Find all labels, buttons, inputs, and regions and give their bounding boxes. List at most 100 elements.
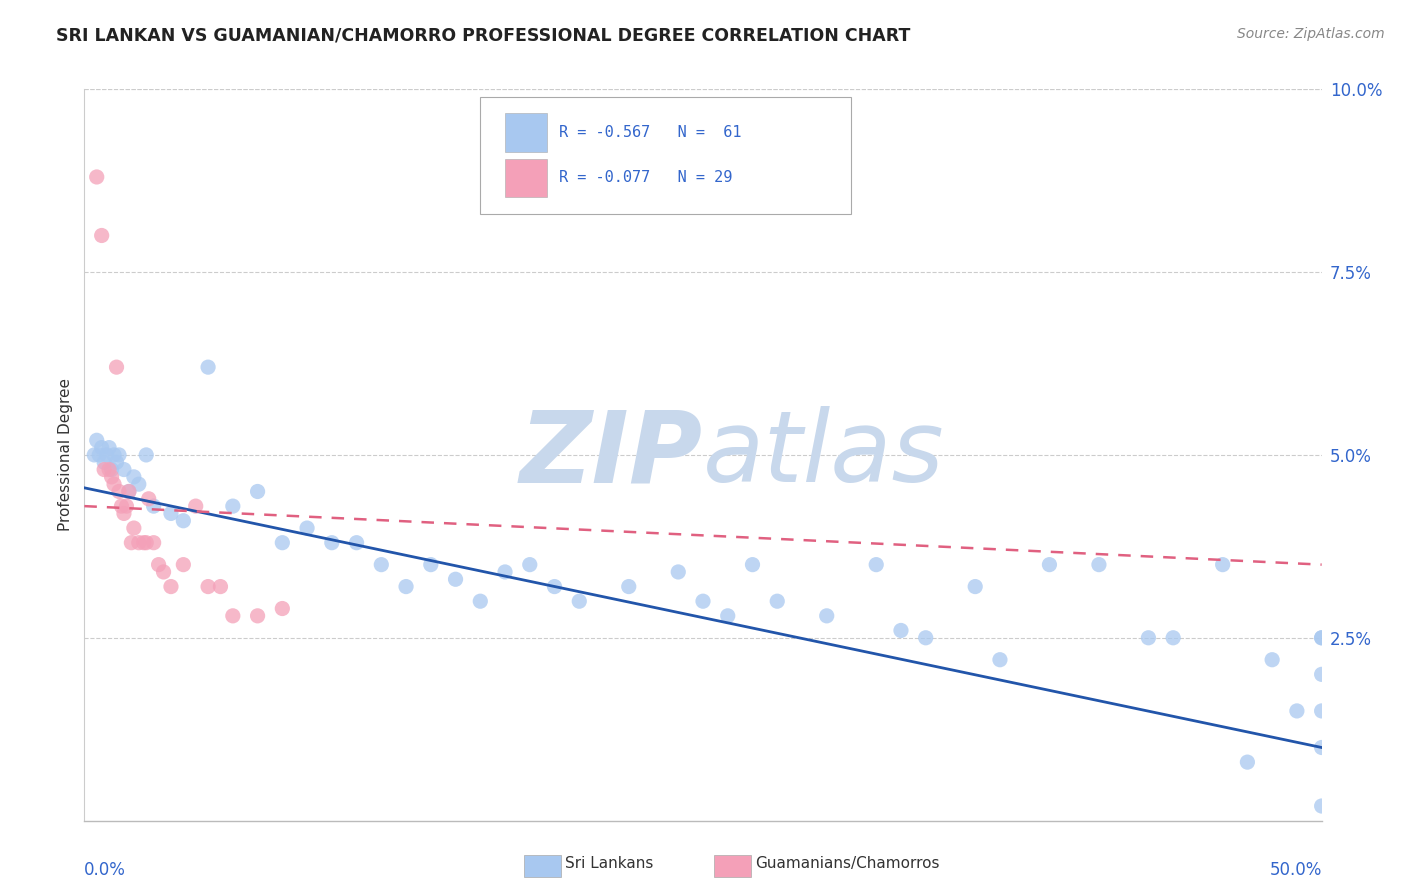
Point <box>1285 704 1308 718</box>
Point <box>98 441 121 455</box>
Point <box>105 455 128 469</box>
Point <box>103 448 125 462</box>
Point <box>419 558 441 572</box>
Point <box>209 580 232 594</box>
Point <box>120 535 142 549</box>
Text: SRI LANKAN VS GUAMANIAN/CHAMORRO PROFESSIONAL DEGREE CORRELATION CHART: SRI LANKAN VS GUAMANIAN/CHAMORRO PROFESS… <box>56 27 911 45</box>
Point <box>1310 667 1333 681</box>
Text: 0.0%: 0.0% <box>84 861 127 879</box>
Text: 50.0%: 50.0% <box>1270 861 1322 879</box>
Text: Source: ZipAtlas.com: Source: ZipAtlas.com <box>1237 27 1385 41</box>
Point <box>617 580 640 594</box>
Point <box>135 535 157 549</box>
Y-axis label: Professional Degree: Professional Degree <box>58 378 73 532</box>
Point <box>519 558 541 572</box>
Point <box>152 565 174 579</box>
Point <box>1261 653 1284 667</box>
Point <box>148 558 170 572</box>
Point <box>815 608 838 623</box>
Point <box>90 228 112 243</box>
Point <box>1137 631 1160 645</box>
Point <box>222 608 245 623</box>
Point <box>246 608 269 623</box>
Point <box>108 448 131 462</box>
Point <box>98 462 121 476</box>
Point <box>965 580 987 594</box>
Point <box>1236 755 1258 769</box>
Point <box>138 491 160 506</box>
FancyBboxPatch shape <box>505 159 547 196</box>
Text: R = -0.567   N =  61: R = -0.567 N = 61 <box>560 125 742 140</box>
Point <box>914 631 936 645</box>
Point <box>108 484 131 499</box>
Point <box>766 594 789 608</box>
Point <box>222 499 245 513</box>
Point <box>1310 740 1333 755</box>
Point <box>197 580 219 594</box>
Point <box>1161 631 1184 645</box>
Point <box>1038 558 1060 572</box>
Point <box>184 499 207 513</box>
Point <box>346 535 368 549</box>
Point <box>86 434 108 448</box>
Point <box>103 477 125 491</box>
Point <box>89 448 111 462</box>
Point <box>93 455 115 469</box>
Point <box>666 565 689 579</box>
Point <box>160 580 183 594</box>
Text: R = -0.077   N = 29: R = -0.077 N = 29 <box>560 170 733 185</box>
Point <box>122 521 145 535</box>
Point <box>1310 704 1333 718</box>
Point <box>246 484 269 499</box>
Point <box>370 558 392 572</box>
Point <box>135 448 157 462</box>
Point <box>1310 631 1333 645</box>
Point <box>112 462 135 476</box>
Point <box>96 448 118 462</box>
Point <box>86 169 108 184</box>
Point <box>93 462 115 476</box>
Point <box>90 441 112 455</box>
Point <box>543 580 565 594</box>
Point <box>83 448 105 462</box>
Point <box>100 462 122 476</box>
Point <box>112 507 135 521</box>
Point <box>1212 558 1234 572</box>
FancyBboxPatch shape <box>505 113 547 152</box>
Point <box>118 484 141 499</box>
Point <box>197 360 219 375</box>
Point <box>142 499 165 513</box>
Text: Sri Lankans: Sri Lankans <box>565 856 654 871</box>
Point <box>1310 631 1333 645</box>
Point <box>271 535 294 549</box>
Point <box>142 535 165 549</box>
Point <box>1310 799 1333 814</box>
Point <box>494 565 516 579</box>
Point <box>1088 558 1111 572</box>
Point <box>321 535 343 549</box>
Point <box>105 360 128 375</box>
Point <box>741 558 763 572</box>
Point <box>395 580 418 594</box>
Point <box>115 499 138 513</box>
Point <box>295 521 318 535</box>
Text: Guamanians/Chamorros: Guamanians/Chamorros <box>755 856 939 871</box>
Point <box>444 572 467 586</box>
Point <box>890 624 912 638</box>
Point <box>118 484 141 499</box>
Point <box>160 507 183 521</box>
Point <box>122 470 145 484</box>
Point <box>470 594 492 608</box>
Point <box>128 477 150 491</box>
Point <box>865 558 887 572</box>
Point <box>717 608 740 623</box>
Point <box>100 470 122 484</box>
Point <box>568 594 591 608</box>
Point <box>110 499 132 513</box>
Point <box>172 514 194 528</box>
Point <box>271 601 294 615</box>
Point <box>128 535 150 549</box>
Text: ZIP: ZIP <box>520 407 703 503</box>
Text: atlas: atlas <box>703 407 945 503</box>
Point <box>988 653 1011 667</box>
